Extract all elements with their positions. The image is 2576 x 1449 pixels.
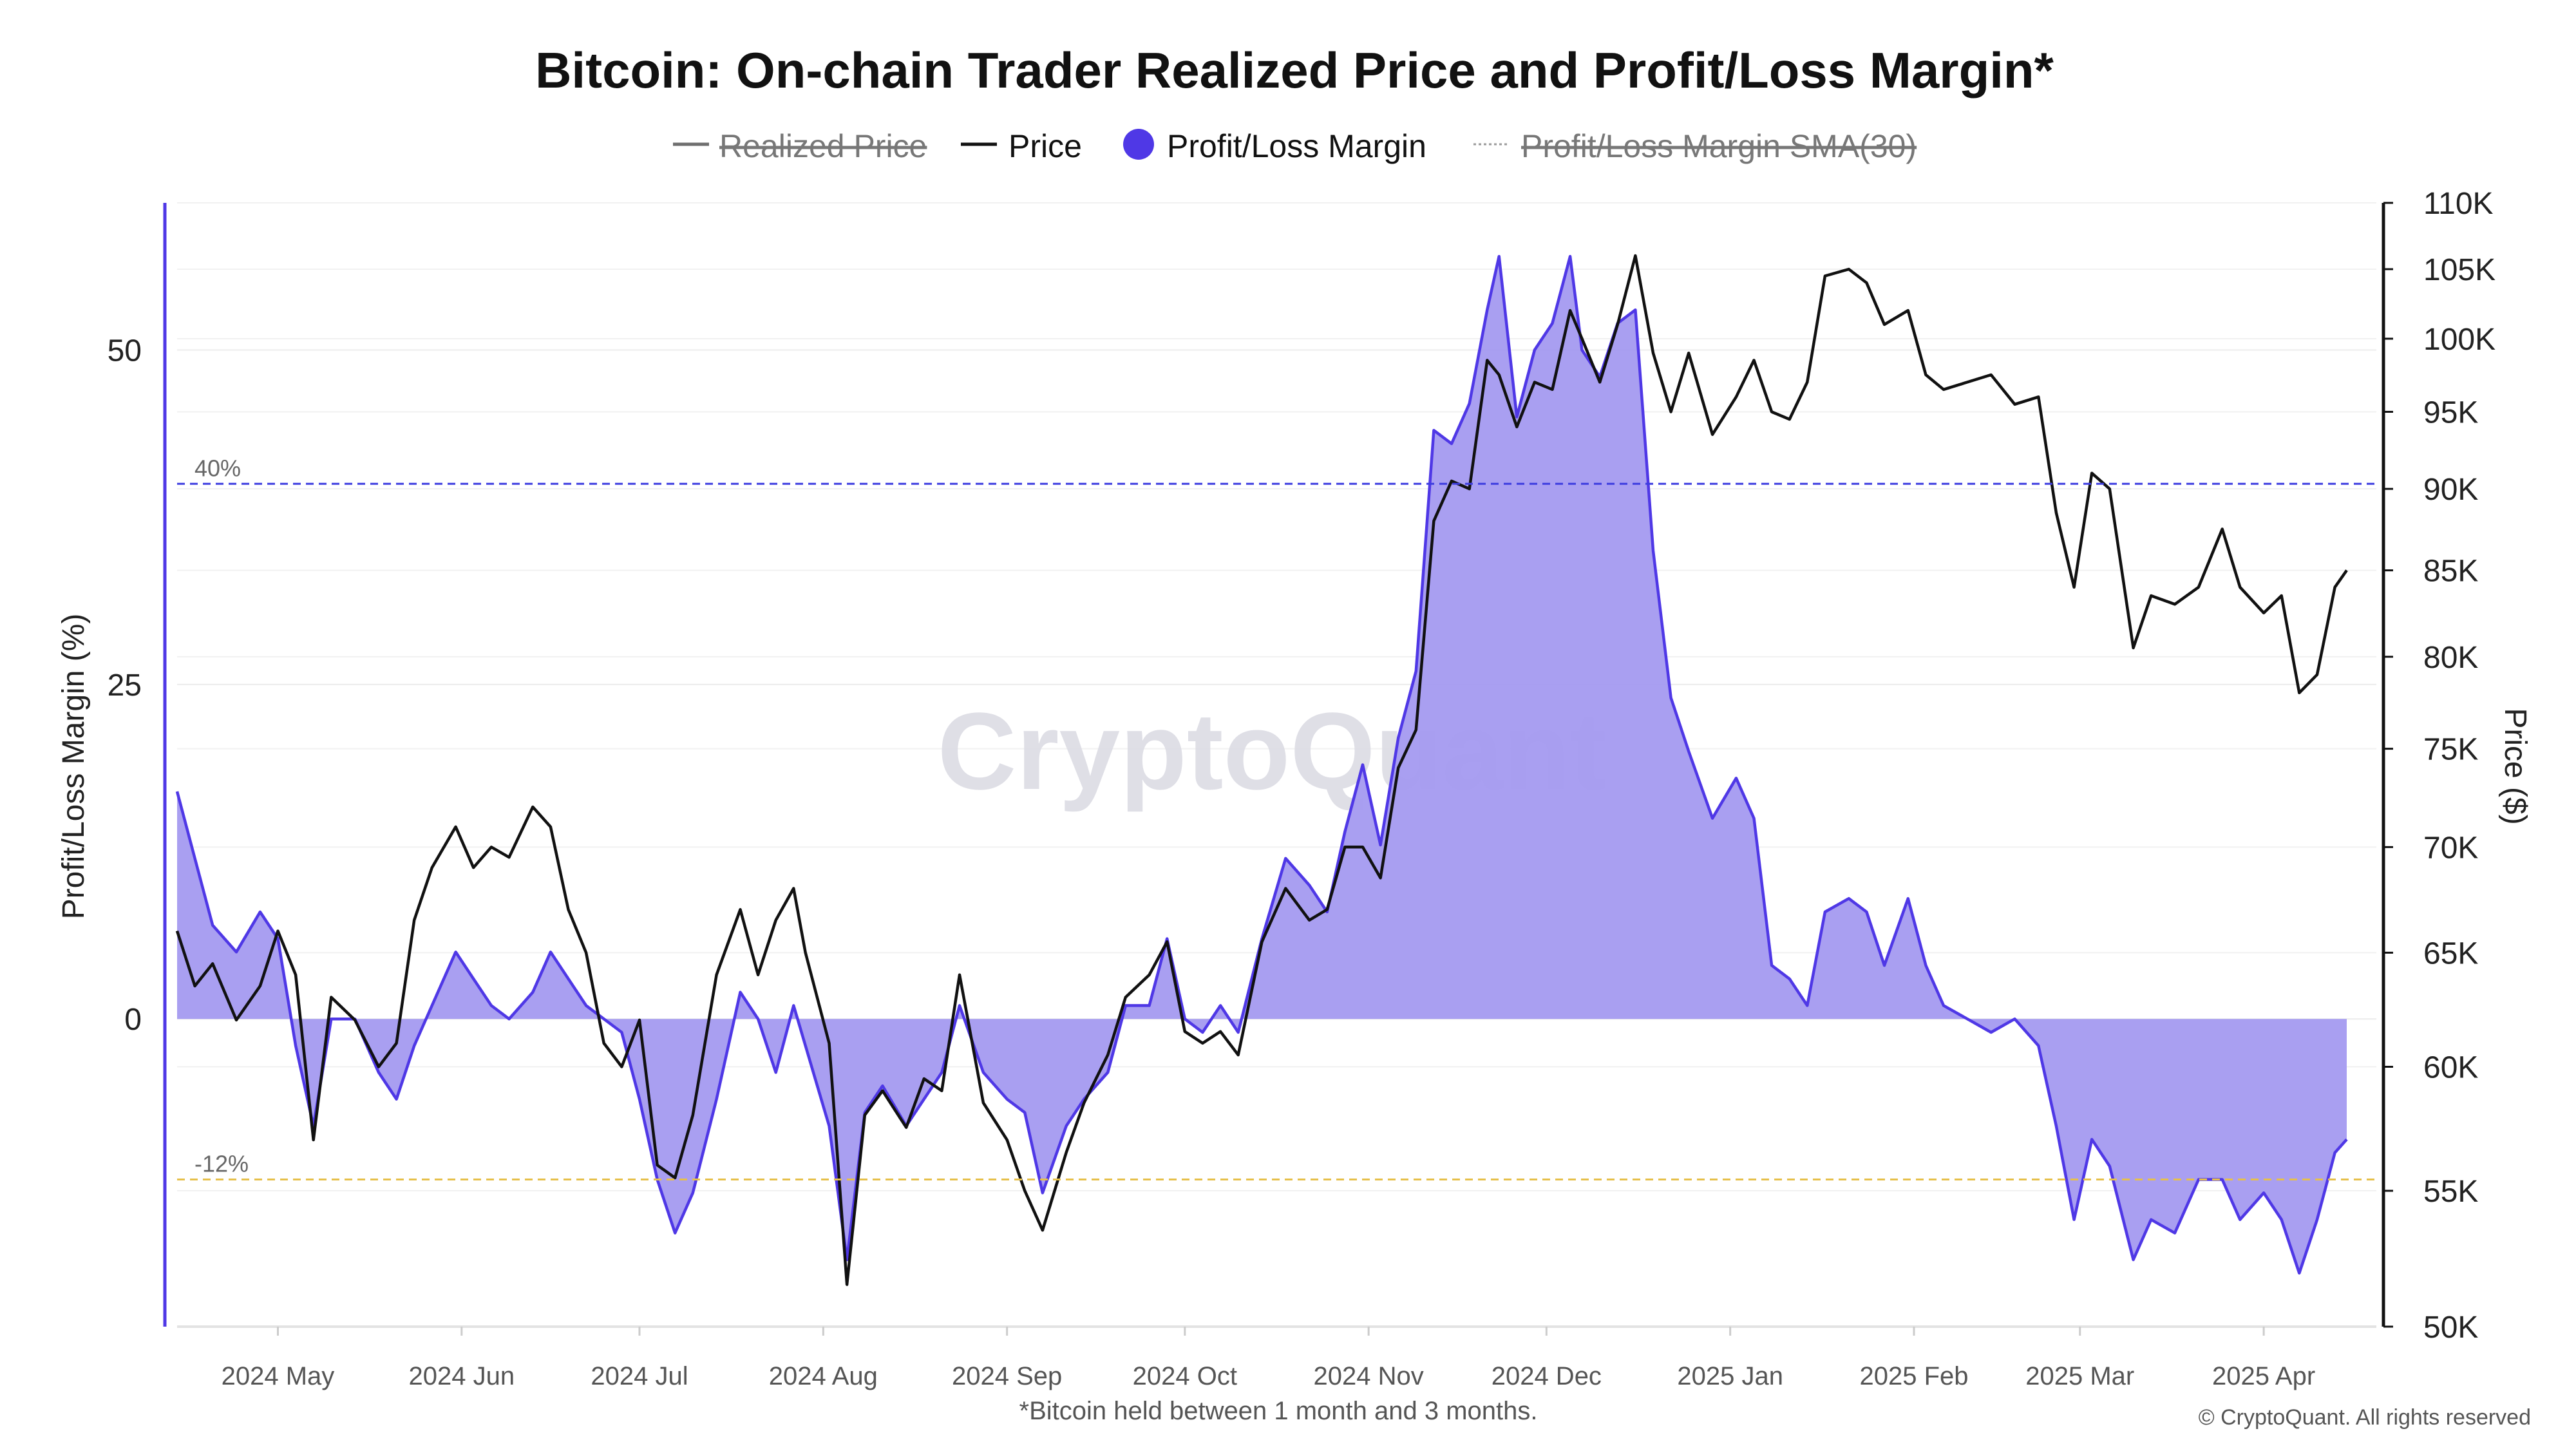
right-tick-label-10: 100K: [2423, 323, 2496, 357]
x-tick-label-9: 2025 Feb: [1860, 1362, 1969, 1390]
legend-swatch-2: [1123, 129, 1154, 160]
right-tick-label-1: 55K: [2423, 1175, 2478, 1209]
right-axis-label: Price ($): [2498, 708, 2532, 824]
right-tick-label-9: 95K: [2423, 395, 2478, 430]
copyright: © CryptoQuant. All rights reserved: [2199, 1405, 2531, 1430]
right-tick-label-4: 70K: [2423, 831, 2478, 865]
left-tick-label-0: 0: [124, 1003, 142, 1037]
x-tick-label-1: 2024 Jun: [409, 1362, 515, 1390]
x-tick-label-8: 2025 Jan: [1677, 1362, 1783, 1390]
legend-item-1: Price: [961, 128, 1082, 164]
left-tick-label-2: 50: [108, 334, 142, 368]
left-tick-label-1: 25: [108, 668, 142, 703]
right-tick-label-6: 80K: [2423, 641, 2478, 675]
left-axis-label: Profit/Loss Margin (%): [57, 614, 91, 920]
reference-line-label-1: -12%: [194, 1150, 249, 1177]
profit-loss-margin-area: [177, 256, 2347, 1273]
right-tick-label-7: 85K: [2423, 554, 2478, 589]
x-tick-label-10: 2025 Mar: [2025, 1362, 2134, 1390]
profit-loss-margin-line: [175, 254, 2348, 1275]
x-tick-label-7: 2024 Dec: [1492, 1362, 1602, 1390]
right-tick-label-5: 75K: [2423, 733, 2478, 767]
x-tick-label-5: 2024 Oct: [1133, 1362, 1237, 1390]
right-tick-label-0: 50K: [2423, 1311, 2478, 1345]
chart-title: Bitcoin: On-chain Trader Realized Price …: [535, 42, 2054, 99]
reference-lines: 40% -12%: [177, 455, 2376, 1180]
legend-item-0: Realized Price: [673, 128, 927, 164]
right-tick-label-2: 60K: [2423, 1050, 2478, 1084]
right-tick-label-12: 110K: [2423, 187, 2494, 221]
x-tick-label-2: 2024 Jul: [591, 1362, 688, 1390]
x-tick-label-6: 2024 Nov: [1314, 1362, 1424, 1390]
reference-line-label-0: 40%: [194, 455, 241, 481]
left-axis-ticks: 0 25 50: [108, 334, 142, 1037]
legend-label-1: Price: [1009, 128, 1082, 164]
x-tick-label-4: 2024 Sep: [952, 1362, 1062, 1390]
x-tick-label-0: 2024 May: [222, 1362, 335, 1390]
legend: Realized Price Price Profit/Loss Margin Pro…: [673, 128, 1917, 164]
legend-label-2: Profit/Loss Margin: [1167, 128, 1426, 164]
right-tick-label-3: 65K: [2423, 936, 2478, 971]
legend-item-2: Profit/Loss Margin: [1123, 128, 1426, 164]
legend-item-3: Profit/Loss Margin SMA(30): [1473, 128, 1917, 164]
footnote: *Bitcoin held between 1 month and 3 mont…: [1019, 1397, 1538, 1425]
x-tick-label-3: 2024 Aug: [769, 1362, 878, 1390]
x-tick-label-11: 2025 Apr: [2212, 1362, 2315, 1390]
right-tick-label-11: 105K: [2423, 253, 2496, 287]
x-axis-ticks: 2024 May 2024 Jun 2024 Jul 2024 Aug 2024 Sep…: [222, 1327, 2315, 1390]
right-tick-label-8: 90K: [2423, 473, 2478, 507]
price-line: [175, 254, 2348, 1286]
right-axis-ticks: 50K 55K 60K 65K 70K 75K 80K 85K 90K 95K 100K 105K 11…: [2383, 187, 2496, 1345]
